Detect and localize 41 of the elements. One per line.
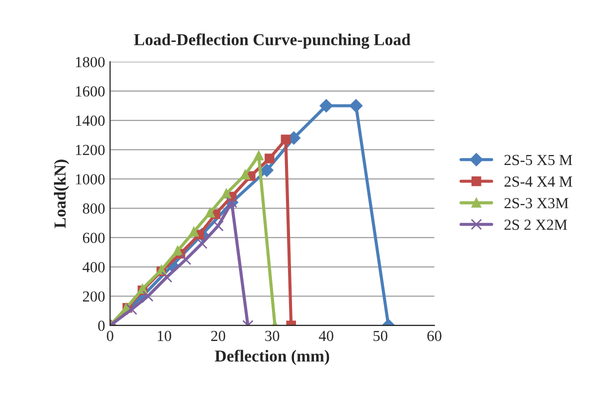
y-tick-label: 200: [82, 291, 105, 302]
point: [212, 220, 224, 232]
legend-label: 2S-5 X5 M: [504, 154, 572, 166]
y-tick-label: 1400: [76, 116, 105, 126]
y-tick-label: 1800: [76, 56, 105, 68]
point: [172, 246, 182, 256]
x-axis-title: Deflection (mm): [214, 350, 330, 366]
point: [320, 99, 333, 112]
point: [240, 170, 250, 180]
legend-label: 2S-3 X3M: [504, 198, 568, 208]
point: [221, 188, 232, 198]
point: [260, 164, 274, 177]
x-tick-label: 10: [158, 330, 172, 342]
y-tick-label: 600: [82, 232, 105, 244]
y-tick-label: 1600: [76, 86, 105, 97]
y-tick-label: 800: [82, 203, 105, 214]
point: [254, 150, 264, 160]
point: [196, 238, 208, 249]
chart-title: Load-Deflection Curve-punching Load: [134, 33, 410, 49]
point: [205, 208, 215, 218]
point: [264, 154, 274, 164]
point: [180, 254, 192, 266]
x-tick-label: 40: [318, 330, 334, 342]
y-axis-title: Load(kN): [54, 160, 70, 228]
point: [188, 226, 199, 237]
point: [142, 290, 154, 302]
y-tick-label: 0: [98, 320, 105, 331]
legend-label: 2S 2 X2M: [504, 220, 568, 230]
x-tick-label: 60: [427, 330, 442, 342]
x-tick-label: 0: [106, 330, 114, 342]
y-tick-label: 400: [82, 262, 105, 272]
y-tick-label: 1000: [76, 174, 105, 184]
x-tick-label: 20: [211, 330, 226, 342]
legend-label: 2S-4 X4 M: [504, 176, 572, 187]
y-tick-label: 1200: [76, 144, 105, 156]
x-tick-label: 50: [374, 330, 388, 342]
point: [280, 134, 291, 144]
point: [126, 304, 138, 315]
x-tick-label: 30: [265, 330, 280, 342]
point: [349, 99, 363, 112]
point: [161, 272, 172, 283]
